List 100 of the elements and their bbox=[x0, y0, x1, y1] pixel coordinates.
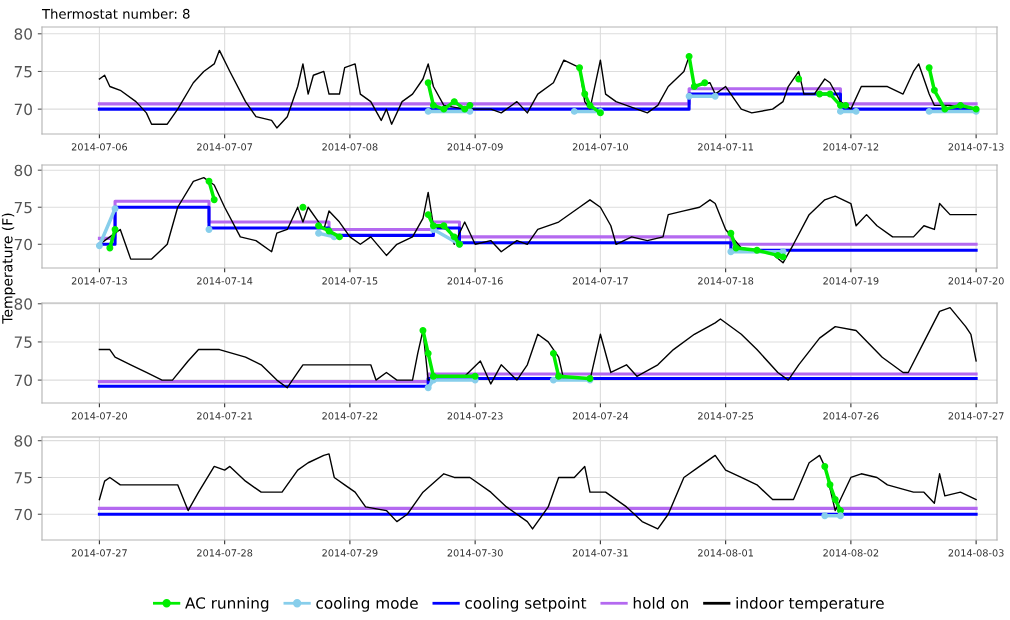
point bbox=[205, 225, 213, 233]
x-tick-label: 2014-07-22 bbox=[322, 412, 378, 420]
point bbox=[299, 203, 307, 211]
point bbox=[753, 246, 761, 254]
point bbox=[925, 64, 933, 72]
x-tick-label: 2014-08-02 bbox=[823, 549, 879, 557]
point bbox=[440, 222, 448, 230]
legend-label: hold on bbox=[633, 597, 688, 609]
x-tick-label: 2014-07-07 bbox=[197, 143, 253, 151]
point bbox=[461, 105, 469, 113]
point bbox=[690, 83, 698, 91]
point bbox=[727, 229, 735, 237]
x-tick-label: 2014-07-20 bbox=[71, 412, 128, 420]
point bbox=[424, 349, 432, 357]
y-tick-label: 80 bbox=[14, 164, 32, 177]
point bbox=[576, 64, 583, 72]
x-tick-label: 2014-07-13 bbox=[948, 143, 1004, 151]
point bbox=[429, 222, 437, 230]
point bbox=[424, 107, 432, 115]
point bbox=[210, 196, 218, 204]
point bbox=[956, 101, 964, 109]
point bbox=[424, 79, 432, 87]
x-tick-label: 2014-07-15 bbox=[322, 277, 378, 285]
y-tick-label: 80 bbox=[14, 28, 32, 40]
x-tick-label: 2014-07-26 bbox=[823, 412, 879, 420]
point bbox=[581, 90, 589, 98]
point bbox=[701, 79, 709, 87]
chart-title: Thermostat number: 8 bbox=[41, 8, 190, 19]
y-tick-label: 75 bbox=[14, 472, 32, 484]
y-tick-label: 75 bbox=[14, 201, 32, 214]
point bbox=[586, 101, 594, 109]
point bbox=[685, 92, 693, 100]
x-tick-label: 2014-08-01 bbox=[698, 549, 753, 557]
x-tick-label: 2014-07-30 bbox=[447, 549, 503, 557]
x-tick-label: 2014-07-10 bbox=[572, 143, 628, 151]
legend-label: indoor temperature bbox=[736, 597, 884, 612]
legend-label: AC running bbox=[185, 597, 269, 612]
point bbox=[852, 107, 860, 115]
x-tick-label: 2014-08-03 bbox=[948, 549, 1004, 557]
x-tick-label: 2014-07-14 bbox=[197, 277, 253, 285]
y-axis-title: Temperature (F) bbox=[1, 213, 16, 324]
point bbox=[424, 384, 432, 392]
y-tick-label: 70 bbox=[14, 103, 32, 116]
x-tick-label: 2014-07-29 bbox=[322, 549, 378, 557]
x-tick-label: 2014-07-13 bbox=[71, 277, 127, 285]
point bbox=[711, 92, 719, 100]
point bbox=[111, 205, 119, 213]
point bbox=[315, 229, 323, 237]
point bbox=[440, 105, 448, 113]
point bbox=[106, 244, 114, 252]
point bbox=[315, 222, 323, 230]
point bbox=[335, 233, 343, 241]
point bbox=[727, 248, 735, 256]
x-tick-label: 2014-07-27 bbox=[71, 549, 127, 557]
line-series bbox=[98, 453, 977, 530]
point bbox=[424, 211, 432, 219]
point bbox=[842, 101, 850, 109]
x-tick-label: 2014-07-12 bbox=[823, 143, 879, 151]
x-tick-label: 2014-07-21 bbox=[197, 412, 252, 420]
y-tick-label: 70 bbox=[14, 374, 32, 387]
point bbox=[111, 225, 119, 233]
point bbox=[419, 327, 427, 334]
y-tick-label: 70 bbox=[14, 508, 32, 521]
x-tick-label: 2014-07-20 bbox=[948, 277, 1004, 285]
point bbox=[549, 349, 557, 357]
legend-label: cooling mode bbox=[316, 597, 418, 612]
point bbox=[774, 251, 782, 259]
point bbox=[925, 107, 933, 115]
point bbox=[450, 98, 458, 106]
point bbox=[685, 52, 693, 60]
x-tick-label: 2014-07-17 bbox=[572, 277, 628, 285]
point bbox=[95, 242, 103, 250]
point bbox=[836, 107, 844, 115]
point bbox=[555, 372, 563, 380]
x-tick-label: 2014-07-08 bbox=[322, 143, 378, 151]
point bbox=[466, 101, 474, 109]
point bbox=[205, 177, 213, 185]
point bbox=[795, 75, 803, 83]
y-tick-label: 80 bbox=[14, 435, 32, 447]
x-tick-label: 2014-07-19 bbox=[823, 277, 879, 285]
y-tick-label: 70 bbox=[14, 238, 32, 251]
point bbox=[779, 253, 787, 261]
point bbox=[471, 372, 479, 380]
x-tick-label: 2014-07-25 bbox=[698, 412, 754, 420]
point bbox=[941, 105, 949, 113]
x-tick-label: 2014-07-27 bbox=[948, 412, 1004, 420]
point bbox=[930, 86, 938, 94]
x-tick-label: 2014-07-28 bbox=[197, 549, 253, 557]
x-tick-label: 2014-07-31 bbox=[572, 549, 628, 557]
x-tick-label: 2014-07-11 bbox=[698, 143, 753, 151]
x-tick-label: 2014-07-09 bbox=[447, 143, 503, 151]
x-tick-label: 2014-07-24 bbox=[572, 412, 629, 420]
y-tick-label: 75 bbox=[14, 336, 32, 348]
legend-label: cooling setpoint bbox=[465, 597, 587, 612]
line-series bbox=[98, 306, 977, 389]
x-tick-label: 2014-07-16 bbox=[447, 277, 503, 285]
point bbox=[450, 233, 458, 241]
x-tick-label: 2014-07-06 bbox=[71, 143, 128, 151]
y-tick-label: 75 bbox=[14, 66, 32, 78]
point bbox=[549, 376, 557, 384]
